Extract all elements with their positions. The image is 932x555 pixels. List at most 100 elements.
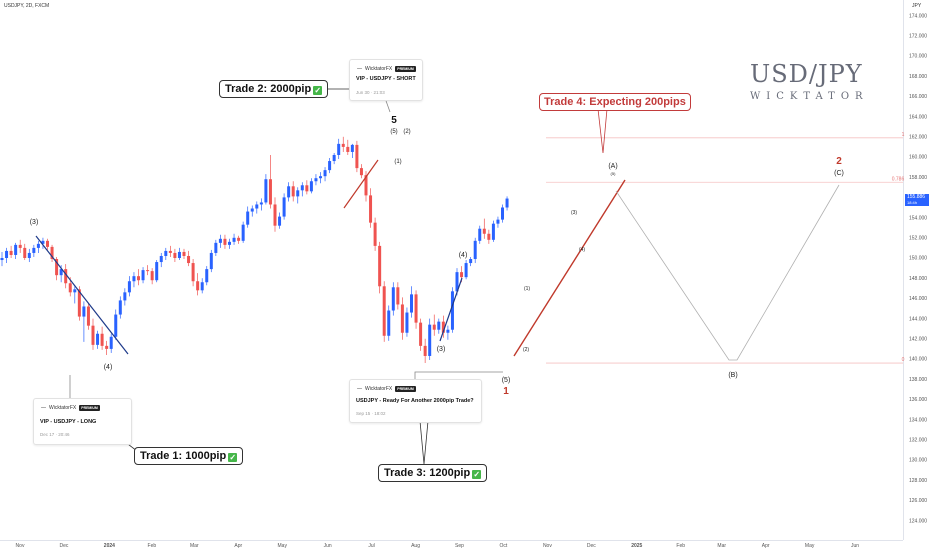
idea-card-long[interactable]: ⁓ WicktatorFX PREMIUM VIP - USDJPY - LONG … — [33, 398, 132, 445]
x-tick-label: 2024 — [104, 543, 115, 549]
pointer-trade3-card — [414, 371, 503, 379]
candle-body — [446, 329, 450, 333]
candle-body — [414, 294, 418, 323]
idea-card-short[interactable]: ⁓ WicktatorFX PREMIUM VIP - USDJPY - SHORT… — [349, 59, 423, 101]
wave-label-b: (B) — [728, 372, 737, 379]
trade2-callout: Trade 2: 2000pip ✓ — [219, 80, 329, 98]
candle-body — [118, 300, 122, 315]
candle-body — [441, 321, 445, 333]
candle-body — [41, 240, 45, 244]
candle-body — [55, 259, 59, 276]
candle-body — [127, 281, 131, 293]
candle-body — [400, 304, 404, 333]
y-tick-label: 126.000 — [909, 498, 927, 504]
wave-label-4d: (4) — [579, 247, 585, 253]
candle-body — [155, 262, 159, 281]
card-title: VIP - USDJPY - SHORT — [356, 76, 416, 82]
wave-label-4a: (4) — [104, 364, 113, 371]
wave-label-a: (A) — [608, 163, 617, 170]
candle-body — [59, 269, 63, 276]
candle-body — [46, 240, 49, 247]
symbol-label: USDJPY, 2D, FXCM — [4, 3, 50, 9]
candle-body — [50, 246, 54, 260]
wave-label-5b: (5) — [390, 129, 397, 135]
candle-body — [168, 250, 172, 253]
candle-body — [369, 195, 373, 223]
currency-label: JPY — [912, 3, 922, 9]
candle-body — [137, 276, 140, 281]
wave-label-2d: (2) — [523, 347, 529, 353]
candle-body — [350, 144, 354, 152]
y-tick-label: 168.000 — [909, 74, 927, 80]
x-tick-label: 2025 — [631, 543, 642, 549]
price-tag-time: 18:4h — [907, 200, 918, 205]
trade1-callout: Trade 1: 1000pip ✓ — [134, 447, 244, 465]
candle-body — [291, 186, 295, 197]
candle-body — [187, 255, 191, 264]
candle-body — [259, 202, 263, 205]
candle-body — [246, 211, 250, 225]
candle-body — [23, 247, 27, 258]
candle-body — [223, 238, 227, 245]
card-author: WicktatorFX — [365, 66, 393, 72]
candle-body — [77, 289, 81, 317]
y-tick-label: 134.000 — [909, 417, 927, 423]
premium-badge: PREMIUM — [79, 405, 100, 411]
candle-body — [314, 178, 318, 182]
candle-body — [319, 176, 322, 179]
wave-label-3c: (3) — [437, 346, 446, 353]
candle-body — [182, 251, 186, 256]
premium-badge: PREMIUM — [395, 66, 416, 72]
wave-label-2-red: 2 — [836, 156, 842, 167]
candle-body — [450, 291, 454, 330]
y-tick-label: 154.000 — [909, 215, 927, 221]
trendline-trade1 — [35, 235, 129, 355]
pointer-trade4 — [597, 108, 608, 154]
candle-body — [14, 244, 18, 255]
x-tick-label: Jun — [851, 543, 859, 549]
wave-label-1b: (1) — [394, 159, 401, 165]
check-icon: ✓ — [472, 470, 482, 479]
y-tick-label: 132.000 — [909, 438, 927, 444]
card-title: USDJPY - Ready For Another 2000pip Trade… — [356, 398, 474, 404]
candle-body — [460, 272, 464, 278]
candle-body — [177, 251, 181, 258]
candle-body — [159, 255, 163, 263]
y-tick-label: 124.000 — [909, 518, 927, 524]
x-tick-label: Sep — [455, 543, 464, 549]
card-date: Dec 17 · 20:46 — [40, 432, 70, 437]
candle-body — [328, 161, 332, 171]
candle-body — [309, 181, 313, 192]
candle-body — [473, 240, 477, 260]
candle-body — [86, 306, 90, 326]
author-icon: ⁓ — [41, 405, 46, 411]
candle-body — [428, 324, 432, 356]
y-tick-label: 136.000 — [909, 397, 927, 403]
premium-badge: PREMIUM — [395, 386, 416, 392]
price-tag-value: 155.886 — [907, 194, 926, 200]
y-tick-label: 128.000 — [909, 478, 927, 484]
projection-path — [615, 184, 840, 361]
idea-card-ready[interactable]: ⁓ WicktatorFX PREMIUM USDJPY - Ready For A… — [349, 379, 482, 423]
y-tick-label: 174.000 — [909, 13, 927, 19]
candle-body — [218, 238, 222, 243]
y-tick-label: 172.000 — [909, 34, 927, 40]
candle-body — [18, 244, 22, 248]
candle-body — [482, 228, 486, 234]
candle-body — [5, 250, 9, 258]
y-tick-label: 152.000 — [909, 236, 927, 242]
y-tick-label: 166.000 — [909, 94, 927, 100]
wave-label-5: 5 — [391, 115, 397, 126]
x-tick-label: Nov — [543, 543, 552, 549]
fib-label-0786: 0.786 — [892, 176, 905, 182]
candle-body — [255, 204, 259, 209]
candle-body — [273, 204, 277, 226]
candle-body — [341, 143, 345, 147]
candle-body — [109, 336, 113, 349]
fib-label-1: 1 — [902, 132, 905, 138]
candle-body — [191, 263, 195, 282]
candle-body — [323, 170, 327, 177]
x-tick-label: Aug — [411, 543, 420, 549]
